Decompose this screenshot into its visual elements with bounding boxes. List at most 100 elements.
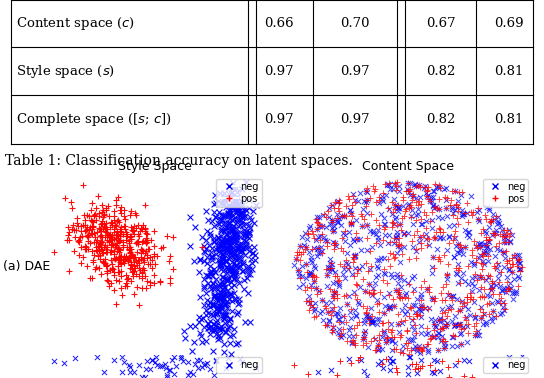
Point	[118, 369, 126, 375]
Point	[358, 336, 367, 342]
Point	[391, 202, 399, 208]
Point	[488, 318, 497, 324]
Point	[147, 257, 156, 263]
Point	[354, 198, 362, 204]
Point	[227, 265, 236, 271]
Point	[435, 314, 444, 321]
Point	[310, 263, 318, 269]
Point	[463, 306, 472, 312]
Point	[143, 252, 151, 258]
Point	[472, 243, 481, 249]
Point	[417, 330, 425, 336]
Point	[397, 227, 406, 233]
Point	[431, 324, 440, 330]
Point	[379, 226, 388, 232]
Point	[228, 205, 237, 211]
Point	[386, 263, 395, 269]
Point	[352, 313, 361, 319]
Point	[473, 209, 482, 215]
Point	[296, 243, 305, 249]
Point	[114, 194, 123, 200]
Point	[454, 266, 462, 273]
Point	[322, 300, 330, 306]
Point	[500, 307, 509, 313]
Point	[412, 311, 421, 317]
Point	[316, 250, 325, 256]
Point	[329, 293, 337, 299]
Point	[236, 246, 245, 252]
Point	[94, 225, 103, 231]
Point	[130, 223, 139, 229]
Point	[200, 258, 208, 264]
Point	[190, 323, 199, 329]
Point	[352, 235, 361, 242]
Point	[214, 298, 222, 304]
Point	[448, 297, 457, 303]
Point	[308, 304, 317, 310]
Point	[392, 287, 400, 293]
Point	[403, 308, 412, 314]
Point	[224, 324, 232, 330]
Point	[134, 273, 143, 279]
Point	[114, 269, 123, 275]
Point	[226, 246, 234, 252]
Point	[346, 206, 355, 212]
Point	[455, 307, 464, 313]
Point	[471, 332, 480, 338]
Point	[220, 316, 228, 322]
Point	[163, 234, 171, 240]
Point	[339, 230, 348, 236]
Point	[394, 321, 403, 327]
Point	[434, 347, 442, 353]
Point	[453, 358, 462, 364]
Point	[300, 230, 309, 236]
Point	[492, 246, 501, 253]
Point	[217, 296, 226, 302]
Point	[119, 231, 127, 237]
Point	[150, 261, 159, 267]
Point	[225, 207, 233, 213]
Point	[330, 240, 338, 246]
Point	[381, 339, 390, 345]
Point	[374, 237, 382, 243]
Point	[206, 304, 215, 310]
Point	[471, 255, 480, 261]
Point	[236, 243, 245, 249]
Point	[294, 267, 303, 273]
Point	[219, 286, 227, 292]
Point	[138, 247, 147, 253]
Point	[311, 300, 320, 306]
Point	[222, 288, 231, 294]
Point	[419, 304, 428, 310]
Point	[416, 184, 424, 190]
Point	[223, 231, 232, 237]
Point	[243, 232, 251, 239]
Point	[71, 234, 79, 240]
Point	[407, 361, 416, 367]
Point	[482, 319, 491, 325]
Point	[324, 208, 332, 214]
Point	[412, 183, 421, 189]
Point	[502, 260, 511, 266]
Point	[464, 263, 473, 270]
Point	[230, 195, 239, 201]
Point	[327, 261, 336, 267]
Point	[505, 239, 514, 245]
Point	[89, 230, 98, 236]
Point	[485, 207, 493, 213]
Point	[452, 200, 461, 206]
Point	[116, 237, 125, 243]
Point	[95, 253, 104, 259]
Point	[92, 247, 101, 253]
Point	[424, 289, 433, 295]
Point	[516, 268, 524, 274]
Point	[514, 283, 522, 289]
Point	[115, 238, 123, 244]
Point	[90, 252, 98, 258]
Point	[422, 218, 431, 224]
Point	[382, 182, 391, 188]
Point	[120, 207, 128, 213]
Point	[477, 240, 486, 246]
Point	[434, 334, 443, 340]
Point	[115, 257, 123, 263]
